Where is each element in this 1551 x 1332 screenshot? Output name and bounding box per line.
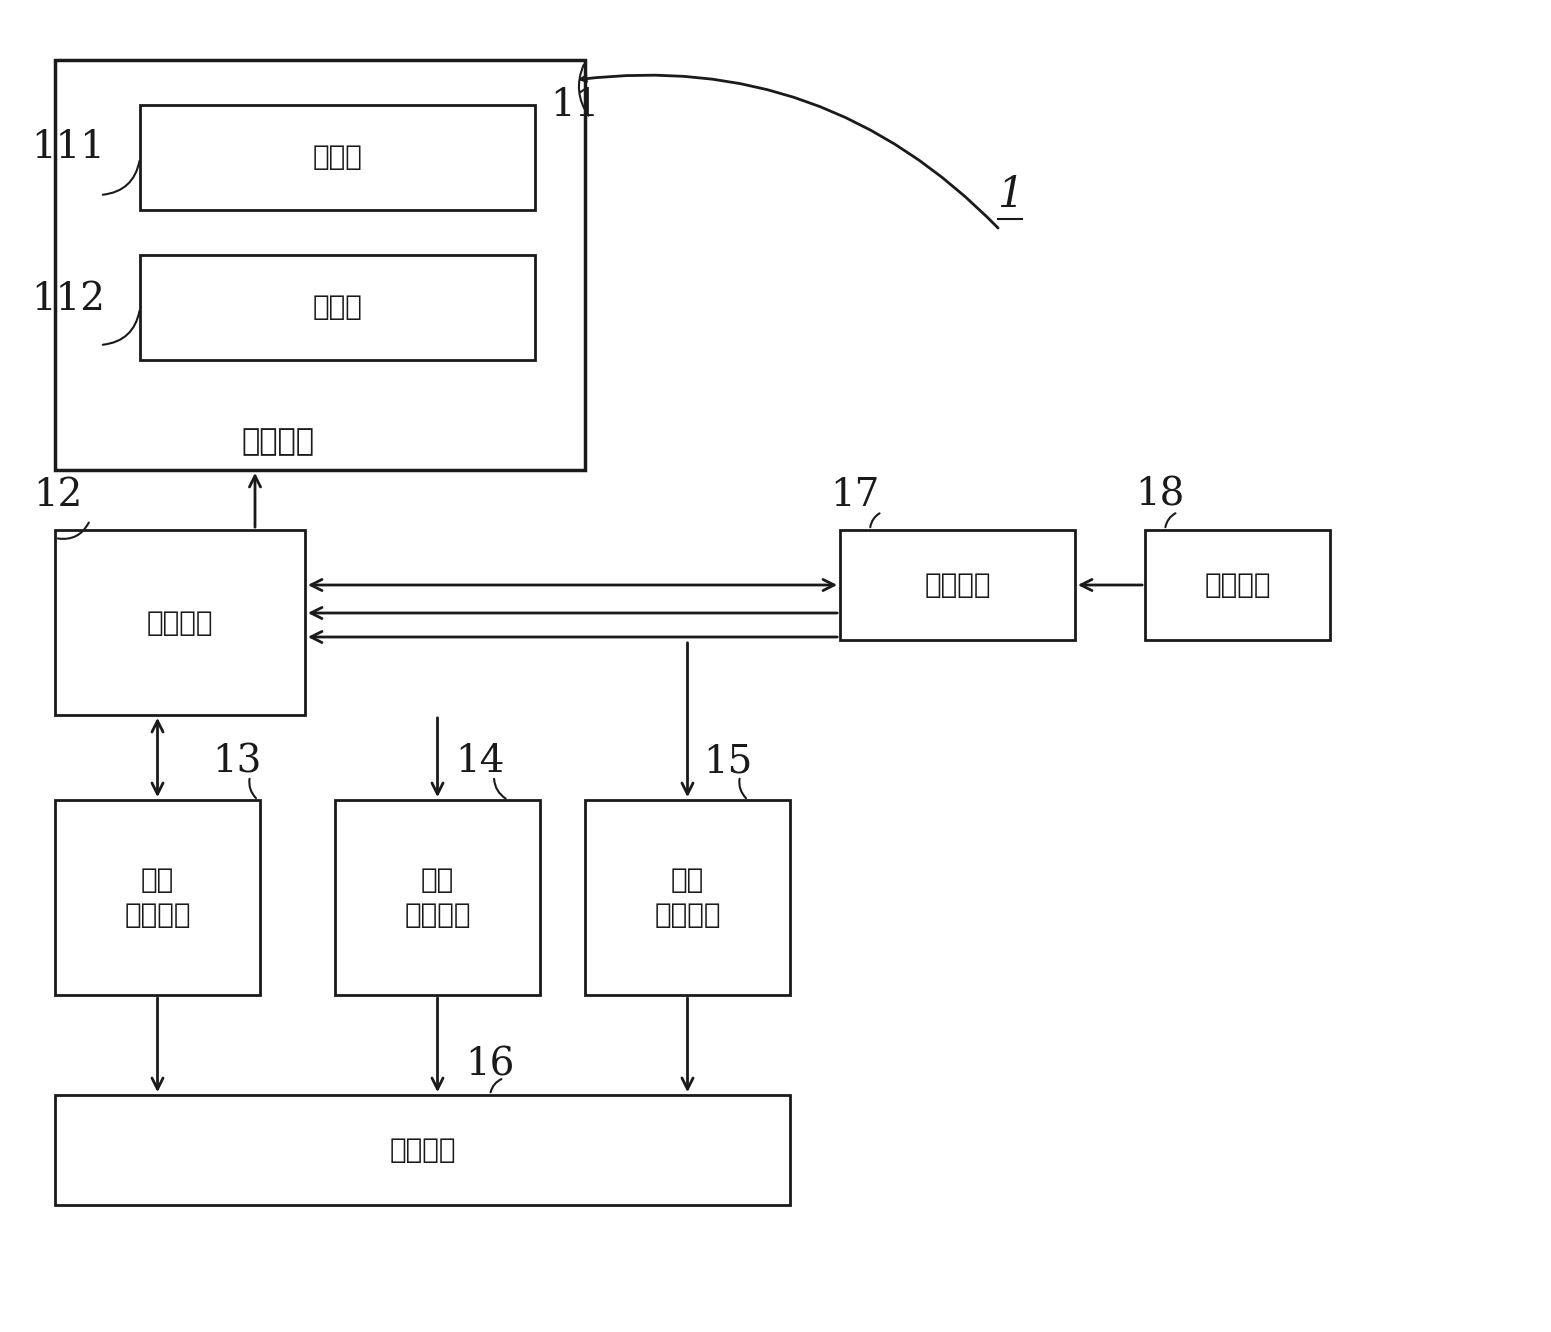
Bar [54,1095,789,1205]
Bar [140,105,535,210]
Text: 18: 18 [1135,477,1185,514]
Text: 112: 112 [31,281,105,318]
Bar [841,530,1075,639]
Text: 访问单元: 访问单元 [147,609,212,637]
Bar [54,801,261,995]
Text: 14: 14 [456,743,504,781]
Text: 15: 15 [703,743,752,781]
Text: 指定单元: 指定单元 [924,571,991,599]
Text: 接收单元: 接收单元 [1204,571,1270,599]
Bar [1145,530,1331,639]
Bar [585,801,789,995]
Bar [140,254,535,360]
Bar [54,60,585,470]
Text: 第二
呼现单元: 第二 呼现单元 [405,866,472,928]
Text: 存储单元: 存储单元 [240,426,315,456]
Text: 17: 17 [830,477,879,514]
Text: 数据库: 数据库 [313,144,363,172]
Text: 第三
呼现单元: 第三 呼现单元 [655,866,721,928]
Bar [335,801,540,995]
Text: 11: 11 [551,87,600,124]
Text: 12: 12 [33,477,82,514]
Text: 13: 13 [212,743,262,781]
Text: 第一
呼现单元: 第一 呼现单元 [124,866,191,928]
Bar [54,530,306,715]
Text: 显示单元: 显示单元 [389,1136,456,1164]
Text: 16: 16 [465,1047,515,1083]
Text: 111: 111 [31,129,105,166]
Text: 1: 1 [997,174,1024,216]
Text: 数据库: 数据库 [313,293,363,321]
